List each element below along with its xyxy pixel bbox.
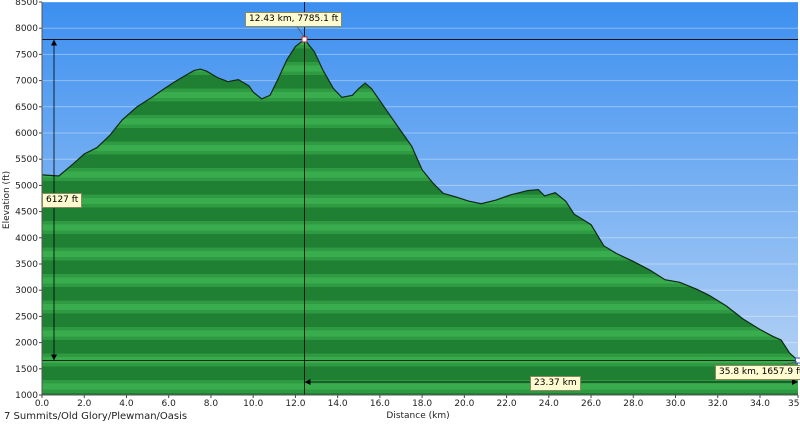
y-tick-label: 5500 xyxy=(15,155,38,165)
y-tick-label: 2000 xyxy=(15,339,38,349)
y-tick-label: 6500 xyxy=(15,103,38,113)
x-tick-label: 4.0 xyxy=(119,399,134,409)
x-tick-label: 12.0 xyxy=(285,399,305,409)
y-tick-label: 1500 xyxy=(15,365,38,375)
gain-arrow-head-top xyxy=(51,39,57,46)
x-axis-title: Distance (km) xyxy=(386,411,449,421)
span-arrow-head-left xyxy=(304,379,311,385)
axis-ticks: 1000 1500 2000 2500 3000 3500 4000 4500 5000 5500… xyxy=(15,0,800,409)
track-title: 7 Summits/Old Glory/Plewman/Oasis xyxy=(4,411,188,422)
y-axis-title: Elevation (ft) xyxy=(2,171,12,229)
y-tick-label: 4000 xyxy=(15,234,38,244)
elevation-area xyxy=(42,39,798,395)
x-tick-label: 28.0 xyxy=(623,399,643,409)
gain-callout: 6127 ft xyxy=(42,193,83,208)
x-tick-label: 8.0 xyxy=(204,399,219,409)
peak-callout-pointer xyxy=(295,24,305,38)
y-tick-label: 6000 xyxy=(15,129,38,139)
x-tick-label: 34.0 xyxy=(750,399,770,409)
x-tick-label: 32.0 xyxy=(708,399,728,409)
span-arrow-head-right xyxy=(792,379,798,385)
y-tick-label: 2500 xyxy=(15,312,38,322)
x-tick-label: 16.0 xyxy=(370,399,390,409)
end-marker xyxy=(795,357,800,364)
y-tick-label: 4500 xyxy=(15,208,38,218)
x-tick-label: 20.0 xyxy=(454,399,474,409)
x-tick-label: 18.0 xyxy=(412,399,432,409)
span-callout: 23.37 km xyxy=(530,376,581,391)
y-tick-label: 8500 xyxy=(15,0,38,8)
y-tick-label: 8000 xyxy=(15,24,38,34)
x-tick-label: 14.0 xyxy=(328,399,348,409)
elevation-line xyxy=(42,38,798,361)
gain-arrow-head-bottom xyxy=(51,354,57,361)
peak-marker xyxy=(301,36,308,43)
y-tick-label: 1000 xyxy=(15,391,38,401)
x-tick-label: 24.0 xyxy=(539,399,559,409)
x-tick-label: 10.0 xyxy=(243,399,263,409)
x-tick-label: 0.0 xyxy=(35,399,50,409)
y-tick-label: 7000 xyxy=(15,77,38,87)
x-tick-label: 26.0 xyxy=(581,399,601,409)
x-tick-label: 2.0 xyxy=(77,399,92,409)
end-callout: 35.8 km, 1657.9 ft xyxy=(715,365,800,380)
elevation-area-layer xyxy=(42,38,798,395)
y-tick-label: 3500 xyxy=(15,260,38,270)
x-tick-label: 6.0 xyxy=(162,399,177,409)
peak-callout: 12.43 km, 7785.1 ft xyxy=(245,12,343,27)
y-tick-label: 5000 xyxy=(15,181,38,191)
x-tick-label: 30.0 xyxy=(665,399,685,409)
x-tick-label: 35.8 xyxy=(788,399,800,409)
y-tick-label: 7500 xyxy=(15,50,38,60)
x-tick-label: 22.0 xyxy=(497,399,517,409)
y-tick-label: 3000 xyxy=(15,286,38,296)
